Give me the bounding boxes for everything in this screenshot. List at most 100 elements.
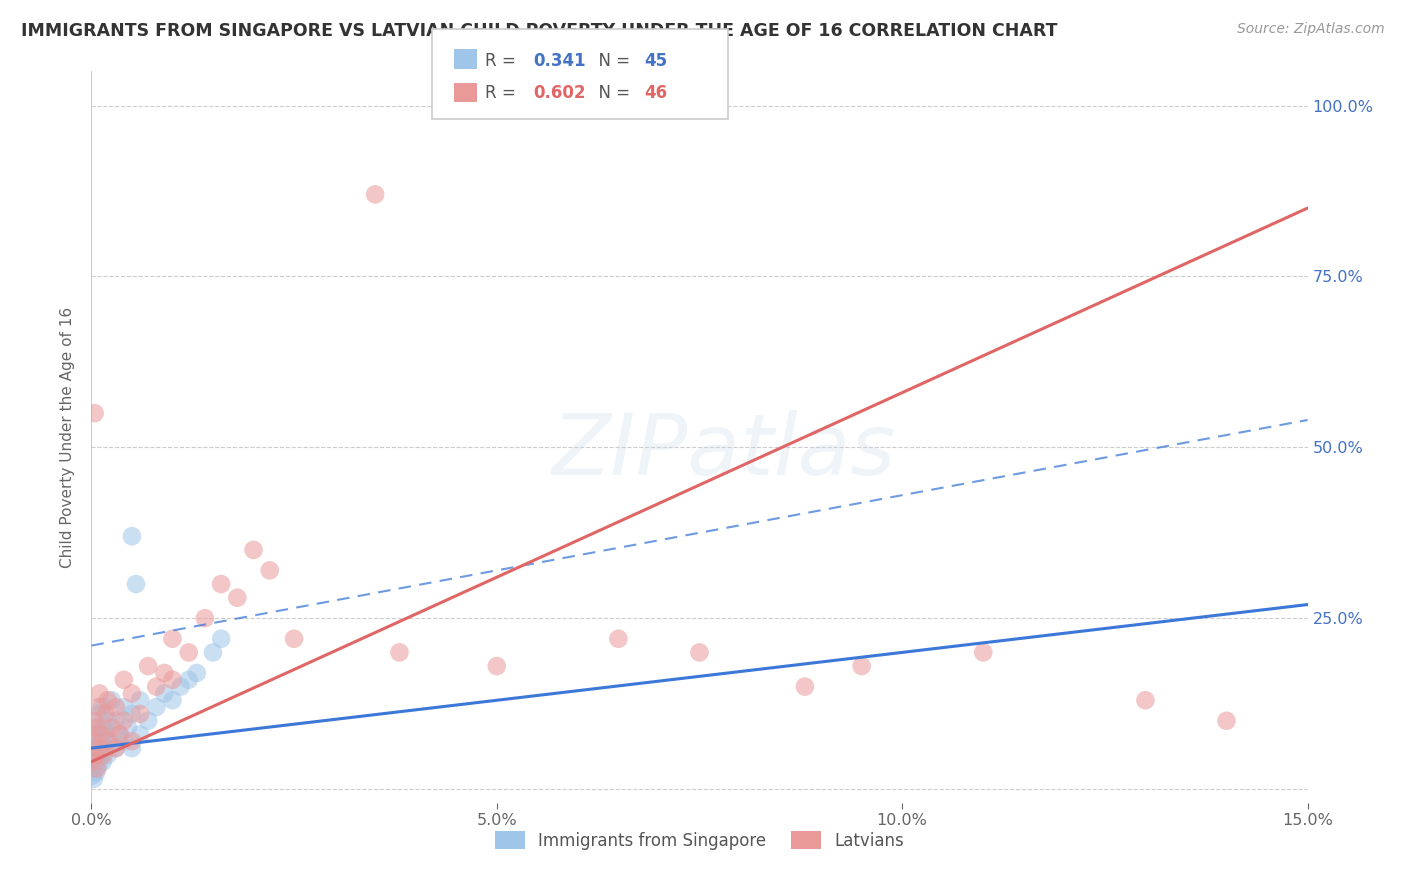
Point (117, 721, 139, 735)
Point (94, 727, 117, 741)
Point (82, 755, 104, 769)
Point (104, 741, 127, 756)
Point (485, 659, 508, 673)
Point (242, 542, 264, 557)
Point (87, 721, 110, 735)
Point (194, 611, 217, 625)
Point (94, 706, 117, 721)
Point (89, 686, 111, 700)
Point (177, 673, 200, 687)
Point (104, 700, 127, 714)
Text: N =: N = (588, 85, 636, 103)
Point (90, 700, 112, 714)
Point (97, 734, 120, 748)
Legend: Immigrants from Singapore, Latvians: Immigrants from Singapore, Latvians (488, 824, 911, 856)
Point (972, 645, 994, 659)
Point (851, 659, 873, 673)
Point (136, 659, 159, 673)
Point (153, 665, 176, 680)
Point (112, 714, 135, 728)
Point (1215, 714, 1237, 728)
Point (108, 727, 131, 741)
Point (388, 645, 411, 659)
Point (91, 755, 114, 769)
Point (112, 700, 135, 714)
Point (121, 686, 143, 700)
Text: 45: 45 (644, 52, 666, 70)
Y-axis label: Child Poverty Under the Age of 16: Child Poverty Under the Age of 16 (60, 307, 76, 567)
Point (83, 755, 105, 769)
Point (112, 673, 135, 687)
Point (104, 741, 127, 756)
Point (83, 741, 105, 756)
Point (87, 758, 110, 772)
Point (145, 700, 167, 714)
Point (97, 693, 120, 707)
Point (202, 645, 225, 659)
Point (793, 680, 815, 694)
Point (100, 721, 122, 735)
Text: R =: R = (485, 85, 522, 103)
Point (153, 686, 176, 700)
Point (83, 772, 105, 786)
Point (82, 758, 104, 772)
Point (162, 632, 184, 646)
Point (169, 680, 191, 694)
Point (84, 727, 107, 741)
Point (209, 577, 232, 591)
Point (89, 741, 111, 756)
Text: N =: N = (588, 52, 636, 70)
Point (97, 714, 120, 728)
Point (82, 734, 104, 748)
Text: 0.341: 0.341 (533, 52, 585, 70)
Point (226, 591, 249, 605)
Point (177, 645, 200, 659)
Point (129, 706, 152, 721)
Point (209, 632, 232, 646)
Point (89, 747, 111, 762)
Point (145, 680, 167, 694)
Point (84, 765, 107, 780)
Point (129, 727, 152, 741)
Point (364, 187, 387, 202)
Point (104, 714, 127, 728)
Point (121, 706, 143, 721)
Point (86, 762, 108, 776)
Point (283, 632, 305, 646)
Point (125, 577, 148, 591)
Point (688, 645, 710, 659)
Point (90, 734, 112, 748)
Point (112, 734, 135, 748)
Point (82, 762, 104, 776)
Point (98, 734, 121, 748)
Point (84, 747, 107, 762)
Point (162, 673, 184, 687)
Point (93, 741, 115, 756)
Point (87, 700, 110, 714)
Point (89, 747, 111, 762)
Point (162, 693, 184, 707)
Text: IMMIGRANTS FROM SINGAPORE VS LATVIAN CHILD POVERTY UNDER THE AGE OF 16 CORRELATI: IMMIGRANTS FROM SINGAPORE VS LATVIAN CHI… (21, 22, 1057, 40)
Point (82, 768, 104, 782)
Point (121, 734, 143, 748)
Point (83, 714, 105, 728)
Point (84, 721, 107, 735)
Point (93, 721, 115, 735)
Text: R =: R = (485, 52, 522, 70)
Text: ZIPatlas: ZIPatlas (551, 410, 896, 493)
Point (129, 693, 152, 707)
Point (93, 747, 115, 762)
Point (97, 747, 120, 762)
Text: 0.602: 0.602 (533, 85, 585, 103)
Point (89, 706, 111, 721)
Point (121, 741, 143, 756)
Text: Source: ZipAtlas.com: Source: ZipAtlas.com (1237, 22, 1385, 37)
Text: 46: 46 (644, 85, 666, 103)
Point (100, 693, 122, 707)
Point (186, 665, 208, 680)
Point (136, 714, 159, 728)
Point (607, 632, 630, 646)
Point (259, 563, 281, 577)
Point (1135, 693, 1157, 707)
Point (108, 727, 131, 741)
